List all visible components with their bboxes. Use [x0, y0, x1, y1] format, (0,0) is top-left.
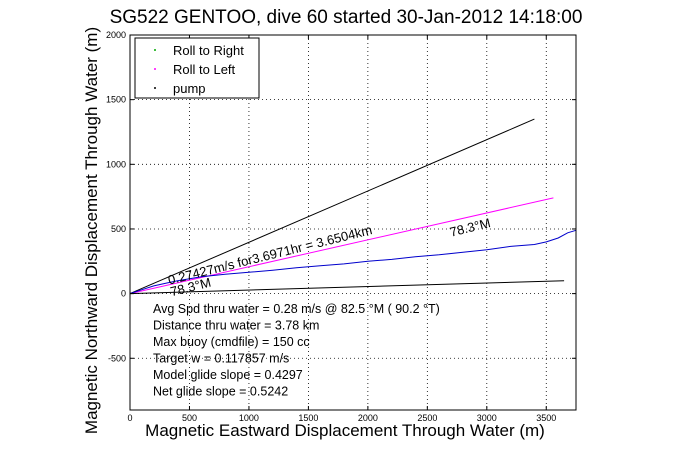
- x-tick-label: 1500: [298, 413, 318, 423]
- axes-frame: [129, 34, 577, 411]
- stat-line: Net glide slope = 0.5242: [153, 385, 288, 399]
- series-line-1: [129, 118, 535, 295]
- chart-title: SG522 GENTOO, dive 60 started 30-Jan-201…: [110, 7, 583, 28]
- series-line-2: [129, 197, 554, 295]
- x-tick-label: 3500: [536, 413, 556, 423]
- y-tick-label: -500: [108, 353, 126, 363]
- x-tick-label: 1000: [239, 413, 259, 423]
- stat-line: Distance thru water = 3.78 km: [153, 319, 319, 333]
- y-tick-label: 1500: [106, 95, 126, 105]
- x-tick-label: 500: [182, 413, 197, 423]
- x-tick-label: 0: [127, 413, 132, 423]
- legend: Roll to Right Roll to Left pump: [134, 37, 260, 99]
- stat-line: Target w = 0.117857 m/s: [153, 352, 289, 366]
- axes: 0 500 1000 1500 2000 2500 3000 3500 -500 0 500 1000…: [106, 30, 577, 423]
- series-line-3: [129, 229, 577, 295]
- stat-line: Model glide slope = 0.4297: [153, 368, 303, 382]
- x-tick-label: 3000: [477, 413, 497, 423]
- legend-marker: [154, 68, 156, 70]
- legend-label: pump: [173, 81, 206, 96]
- series-group: [129, 118, 577, 295]
- x-tick-label: 2500: [417, 413, 437, 423]
- series-line-4: [129, 280, 565, 295]
- legend-marker: [154, 87, 156, 89]
- y-tick-label: 0: [121, 289, 126, 299]
- y-axis-label: Magnetic Northward Displacement Through …: [82, 27, 101, 434]
- stats-text: Avg Spd thru water = 0.28 m/s @ 82.5 °M …: [153, 302, 440, 399]
- legend-label: Roll to Left: [173, 62, 236, 77]
- x-tick-label: 2000: [358, 413, 378, 423]
- stat-line: Avg Spd thru water = 0.28 m/s @ 82.5 °M …: [153, 302, 440, 316]
- legend-marker: [154, 49, 156, 51]
- grid: [130, 34, 576, 410]
- y-tick-label: 1000: [106, 159, 126, 169]
- y-tick-label: 500: [111, 224, 126, 234]
- y-tick-label: 2000: [106, 30, 126, 40]
- x-axis-label: Magnetic Eastward Displacement Through W…: [145, 421, 545, 440]
- stat-line: Max buoy (cmdfile) = 150 cc: [153, 335, 310, 349]
- legend-label: Roll to Right: [173, 43, 244, 58]
